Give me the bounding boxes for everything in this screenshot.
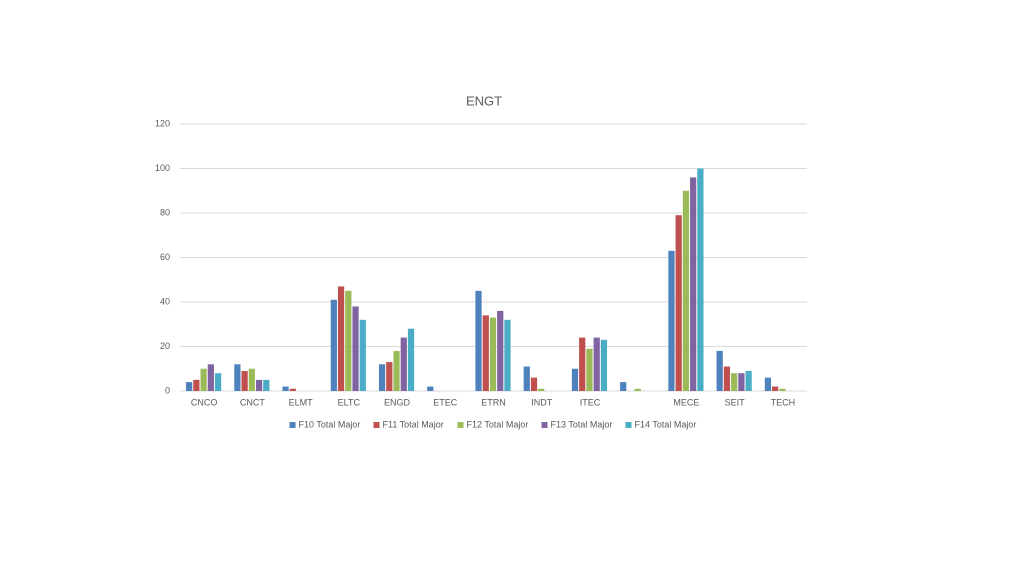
bar — [682, 190, 690, 391]
bar — [475, 290, 482, 391]
legend-swatch — [289, 422, 296, 428]
bar — [489, 317, 497, 391]
bar — [345, 290, 352, 391]
legend-label: F11 Total Major — [383, 419, 444, 429]
bar — [263, 379, 270, 391]
bar — [482, 315, 489, 391]
x-tick-label: ENGD — [384, 397, 411, 407]
bar — [690, 177, 697, 391]
bar — [634, 388, 641, 391]
x-tick-label: CNCO — [191, 397, 218, 407]
bar — [538, 388, 545, 391]
bar — [738, 373, 745, 391]
bar — [248, 368, 255, 391]
bar — [241, 370, 248, 391]
y-tick-label: 60 — [160, 252, 170, 262]
y-tick-label: 20 — [160, 341, 170, 351]
legend-label: F14 Total Major — [635, 419, 697, 429]
y-tick-label: 0 — [165, 385, 170, 395]
y-tick-label: 80 — [160, 207, 170, 217]
bar — [668, 250, 675, 391]
chart-title: ENGT — [466, 93, 502, 108]
legend-label: F13 Total Major — [551, 419, 613, 429]
bar — [352, 306, 359, 391]
bar — [530, 377, 538, 391]
y-tick-label: 100 — [155, 163, 170, 173]
bar — [523, 366, 530, 391]
bar — [200, 368, 207, 391]
legend-swatch — [373, 422, 380, 428]
legend-label: F10 Total Major — [299, 419, 361, 429]
x-tick-label: ELTC — [338, 397, 361, 407]
bar — [378, 364, 386, 391]
legend-swatch — [541, 422, 548, 428]
bar — [400, 337, 407, 391]
x-tick-label: ITEC — [580, 397, 601, 407]
bar — [497, 310, 504, 391]
bar — [779, 388, 786, 391]
bar — [723, 366, 731, 391]
bar — [386, 362, 393, 391]
bar — [214, 373, 222, 391]
x-tick-label: INDT — [531, 397, 552, 407]
x-tick-label: CNCT — [240, 397, 265, 407]
bar — [764, 377, 772, 391]
bar — [407, 328, 415, 391]
legend-swatch — [457, 422, 464, 428]
x-tick-label: MECE — [673, 397, 699, 407]
bar — [359, 319, 366, 391]
bar — [579, 337, 586, 391]
bar — [772, 386, 779, 391]
x-tick-label: ETRN — [481, 397, 506, 407]
x-tick-label: TECH — [771, 397, 796, 407]
bar — [330, 299, 337, 391]
x-tick-label: SEIT — [725, 397, 746, 407]
bar — [186, 382, 193, 391]
y-tick-label: 40 — [160, 296, 170, 306]
bar — [255, 379, 263, 391]
bar — [620, 382, 627, 391]
bar — [716, 350, 723, 391]
bar — [600, 339, 608, 391]
bar — [586, 348, 593, 391]
bar — [282, 386, 289, 391]
bar — [745, 370, 752, 391]
bar — [337, 286, 345, 391]
legend-swatch — [625, 422, 632, 428]
legend-label: F12 Total Major — [467, 419, 529, 429]
bar — [193, 379, 200, 391]
bar — [289, 388, 296, 391]
bar — [697, 168, 704, 391]
bar — [731, 373, 738, 391]
bar — [504, 319, 511, 391]
y-tick-label: 120 — [155, 118, 170, 128]
bar — [234, 364, 241, 391]
bar — [427, 386, 434, 391]
x-tick-label: ELMT — [289, 397, 314, 407]
bar — [571, 368, 579, 391]
bar — [593, 337, 600, 391]
bar — [393, 350, 400, 391]
x-tick-label: ETEC — [433, 397, 458, 407]
bar — [675, 215, 682, 391]
bar — [207, 364, 214, 391]
